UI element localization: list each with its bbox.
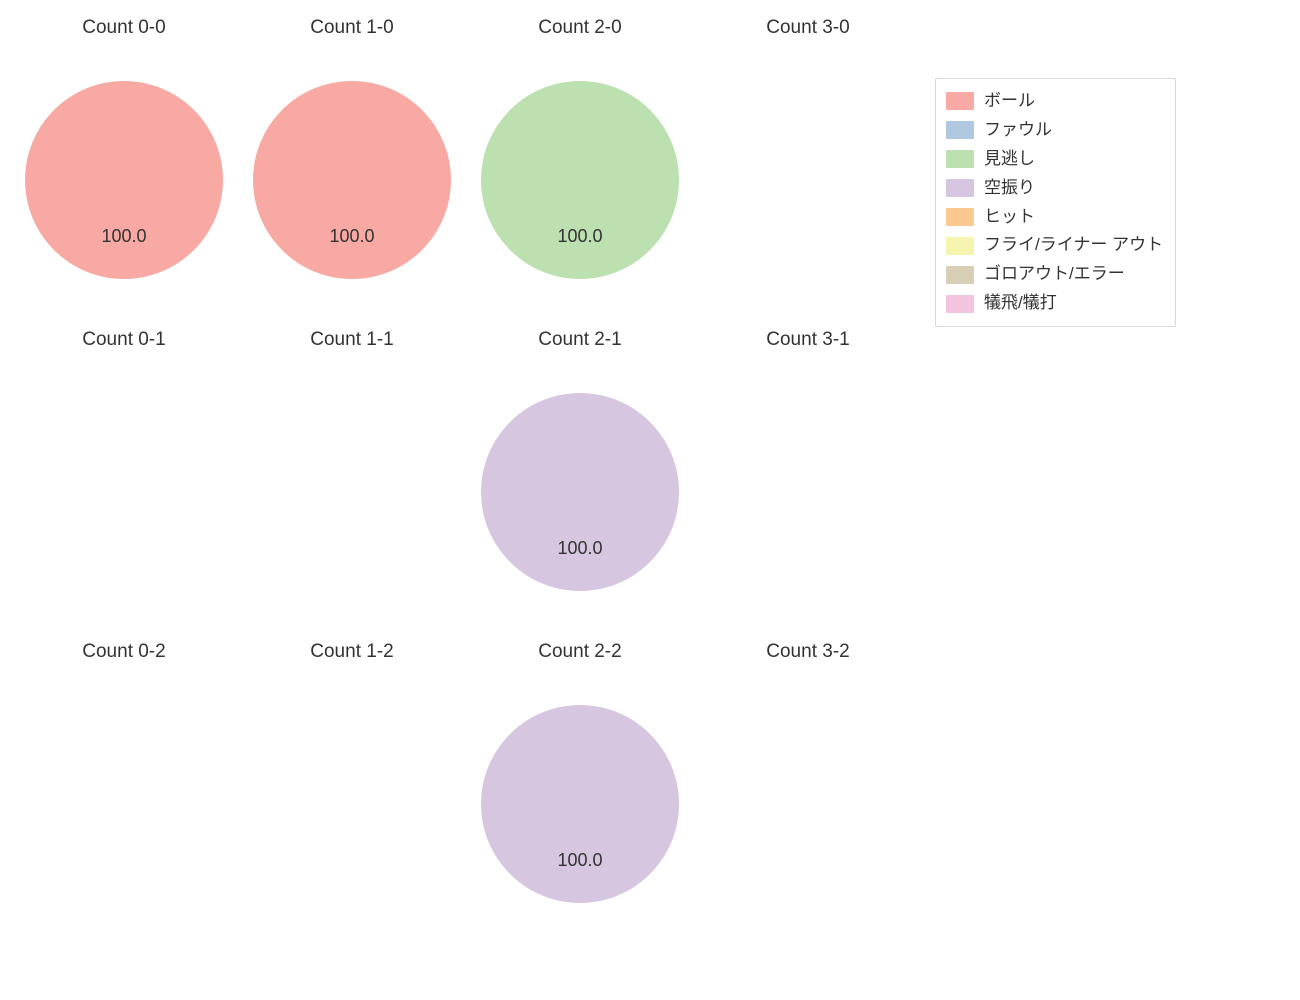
pie-cell: Count 1-2 [238, 629, 466, 941]
pie-grid: Count 0-0 100.0 Count 1-0 100.0 Count 2-0 100… [10, 5, 922, 941]
legend-row: ファウル [946, 116, 1163, 145]
pie-cell: Count 2-2 100.0 [466, 629, 694, 941]
pie-cell: Count 0-2 [10, 629, 238, 941]
pie [253, 81, 451, 279]
legend-label: 犠飛/犠打 [984, 289, 1057, 318]
legend-row: 空振り [946, 174, 1163, 203]
pie-cell: Count 3-1 [694, 317, 922, 629]
pie-value-label: 100.0 [253, 226, 451, 247]
legend: ボールファウル見逃し空振りヒットフライ/ライナー アウトゴロアウト/エラー犠飛/… [935, 78, 1176, 327]
pie [481, 393, 679, 591]
legend-row: 見逃し [946, 145, 1163, 174]
pie-cell: Count 0-1 [10, 317, 238, 629]
legend-row: フライ/ライナー アウト [946, 231, 1163, 260]
pie-value-label: 100.0 [25, 226, 223, 247]
pie-wrap: 100.0 [481, 705, 679, 903]
legend-swatch [946, 266, 974, 284]
cell-title: Count 0-1 [10, 329, 238, 351]
cell-title: Count 1-1 [238, 329, 466, 351]
pie-wrap: 100.0 [481, 81, 679, 279]
legend-label: ヒット [984, 203, 1035, 232]
pie-cell: Count 1-1 [238, 317, 466, 629]
pie-value-label: 100.0 [481, 538, 679, 559]
legend-label: 空振り [984, 174, 1035, 203]
legend-label: ゴロアウト/エラー [984, 260, 1125, 289]
pie-cell: Count 1-0 100.0 [238, 5, 466, 317]
pie-value-label: 100.0 [481, 850, 679, 871]
legend-row: ボール [946, 87, 1163, 116]
legend-swatch [946, 237, 974, 255]
pie-wrap: 100.0 [25, 81, 223, 279]
cell-title: Count 3-2 [694, 641, 922, 663]
cell-title: Count 2-0 [466, 17, 694, 39]
legend-swatch [946, 121, 974, 139]
pie-value-label: 100.0 [481, 226, 679, 247]
legend-swatch [946, 92, 974, 110]
pie-cell: Count 0-0 100.0 [10, 5, 238, 317]
pie-cell: Count 2-1 100.0 [466, 317, 694, 629]
legend-swatch [946, 295, 974, 313]
legend-row: 犠飛/犠打 [946, 289, 1163, 318]
pie-cell: Count 3-0 [694, 5, 922, 317]
legend-label: フライ/ライナー アウト [984, 231, 1163, 260]
pie-cell: Count 3-2 [694, 629, 922, 941]
pie [25, 81, 223, 279]
legend-swatch [946, 150, 974, 168]
cell-title: Count 0-0 [10, 17, 238, 39]
legend-swatch [946, 179, 974, 197]
cell-title: Count 2-2 [466, 641, 694, 663]
cell-title: Count 1-0 [238, 17, 466, 39]
legend-row: ヒット [946, 203, 1163, 232]
chart-canvas: Count 0-0 100.0 Count 1-0 100.0 Count 2-0 100… [0, 0, 1300, 1000]
legend-swatch [946, 208, 974, 226]
pie [481, 705, 679, 903]
pie-wrap: 100.0 [253, 81, 451, 279]
pie-wrap: 100.0 [481, 393, 679, 591]
cell-title: Count 3-1 [694, 329, 922, 351]
legend-label: 見逃し [984, 145, 1035, 174]
legend-label: ファウル [984, 116, 1052, 145]
pie-cell: Count 2-0 100.0 [466, 5, 694, 317]
cell-title: Count 0-2 [10, 641, 238, 663]
cell-title: Count 3-0 [694, 17, 922, 39]
legend-label: ボール [984, 87, 1035, 116]
cell-title: Count 2-1 [466, 329, 694, 351]
pie [481, 81, 679, 279]
cell-title: Count 1-2 [238, 641, 466, 663]
legend-row: ゴロアウト/エラー [946, 260, 1163, 289]
